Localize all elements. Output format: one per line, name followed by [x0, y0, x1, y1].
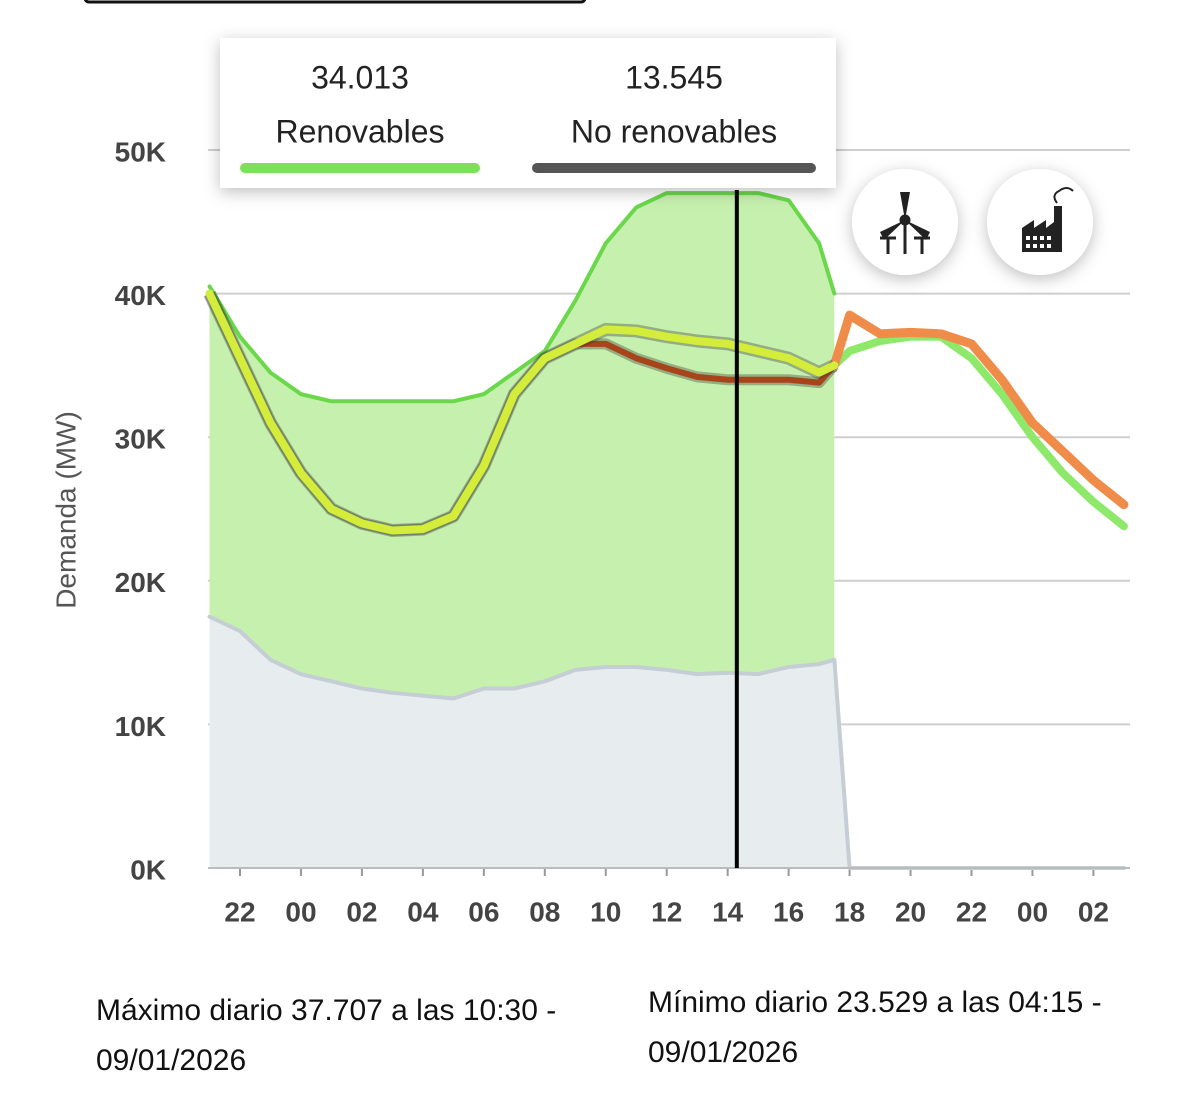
x-tick-label: 02: [1078, 896, 1109, 927]
y-tick-label: 40K: [115, 280, 166, 311]
x-tick-label: 18: [834, 896, 865, 927]
daily-max: Máximo diario 37.707 a las 10:30 - 09/01…: [96, 994, 557, 1077]
top-bar: [83, 0, 587, 4]
y-axis-label: Demanda (MW): [50, 411, 81, 609]
x-tick-label: 06: [468, 896, 499, 927]
line: [207, 191, 837, 404]
daily-min: Mínimo diario 23.529 a las 04:15 - 09/01…: [648, 986, 1102, 1069]
wind-button[interactable]: [852, 169, 958, 275]
x-tick-label: 00: [285, 896, 316, 927]
line: [205, 289, 839, 535]
tooltip-name: Renovables: [276, 113, 445, 149]
plot: 0K 10K 20K 30K 40K 50K 22 00 02 04 06 08 10 12 14 16 18 2…: [115, 136, 1130, 927]
x-tick-label: 10: [590, 896, 621, 927]
x-tick-label: 12: [651, 896, 682, 927]
tooltip-swatch: [532, 163, 816, 173]
x-tick-label: 16: [773, 896, 804, 927]
x-tick-label: 00: [1017, 896, 1048, 927]
x-tick-label: 22: [224, 896, 255, 927]
x-tick-label: 08: [529, 896, 560, 927]
x-tick-label: 20: [895, 896, 926, 927]
tooltip-value: 34.013: [311, 59, 409, 95]
factory-button[interactable]: [987, 169, 1093, 275]
x-tick-label: 22: [956, 896, 987, 927]
x-tick-label: 04: [407, 896, 439, 927]
x-tick-label: 14: [712, 896, 744, 927]
y-tick-label: 30K: [115, 424, 166, 455]
y-tick-label: 0K: [130, 854, 166, 885]
y-tick-label: 10K: [115, 711, 166, 742]
tooltip-value: 13.545: [625, 59, 723, 95]
line: [830, 332, 1128, 531]
tooltip-swatch: [240, 163, 480, 173]
y-tick-label: 20K: [115, 567, 166, 598]
line: [829, 310, 1129, 510]
x-tick-label: 02: [346, 896, 377, 927]
y-tick-label: 50K: [115, 136, 166, 167]
area: [209, 616, 1124, 868]
tooltip: 34.013 Renovables 13.545 No renovables: [220, 38, 836, 188]
tooltip-name: No renovables: [571, 113, 777, 149]
